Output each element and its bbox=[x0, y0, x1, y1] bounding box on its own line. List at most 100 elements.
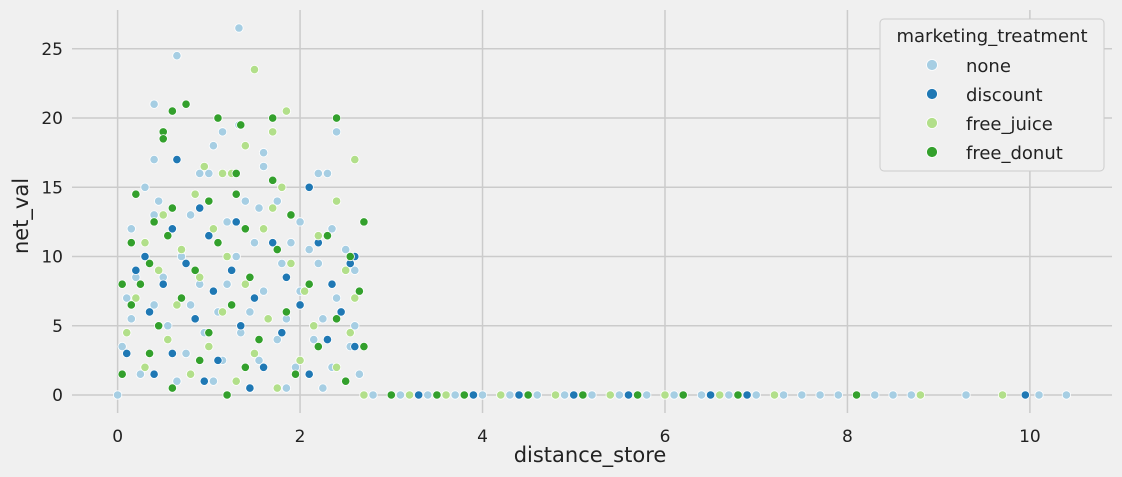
data-point-none bbox=[505, 390, 515, 400]
data-point-none bbox=[587, 390, 597, 400]
data-point-none bbox=[234, 23, 244, 33]
data-point-none bbox=[906, 390, 916, 400]
data-point-discount bbox=[167, 224, 177, 234]
data-point-free-juice bbox=[240, 141, 250, 151]
data-point-free-juice bbox=[341, 265, 351, 275]
data-point-none bbox=[477, 390, 488, 400]
data-point-discount bbox=[131, 265, 141, 275]
data-point-none bbox=[204, 168, 214, 179]
data-point-free-donut bbox=[523, 390, 533, 400]
data-point-free-donut bbox=[222, 390, 232, 400]
data-point-none bbox=[140, 182, 150, 192]
data-point-none bbox=[249, 238, 260, 248]
data-point-none bbox=[669, 390, 679, 400]
data-point-discount bbox=[258, 362, 269, 372]
data-point-free-donut bbox=[167, 203, 177, 213]
data-point-discount bbox=[569, 390, 579, 400]
data-point-none bbox=[318, 383, 328, 393]
data-point-free-donut bbox=[240, 224, 250, 234]
data-point-free-donut bbox=[181, 99, 191, 109]
data-point-free-donut bbox=[578, 390, 588, 400]
data-point-none bbox=[163, 321, 173, 331]
data-point-free-donut bbox=[386, 390, 396, 400]
data-point-free-juice bbox=[199, 161, 209, 172]
data-point-free-donut bbox=[227, 300, 237, 310]
data-point-discount bbox=[336, 307, 346, 317]
data-point-none bbox=[313, 168, 323, 179]
data-point-free-donut bbox=[733, 390, 743, 400]
data-point-none bbox=[450, 390, 460, 400]
data-point-discount bbox=[268, 238, 278, 248]
x-tick-label: 2 bbox=[295, 427, 306, 447]
data-point-none bbox=[195, 168, 205, 179]
data-point-free-juice bbox=[997, 390, 1008, 400]
data-point-discount bbox=[277, 328, 287, 338]
data-point-none bbox=[135, 369, 146, 379]
data-point-free-donut bbox=[126, 238, 136, 248]
data-point-free-donut bbox=[304, 279, 314, 289]
data-point-free-donut bbox=[154, 321, 164, 331]
data-point-free-donut bbox=[313, 341, 323, 352]
data-point-discount bbox=[1020, 390, 1030, 400]
data-point-free-donut bbox=[195, 355, 205, 365]
data-point-none bbox=[327, 224, 337, 234]
data-point-free-juice bbox=[249, 64, 260, 75]
data-point-none bbox=[149, 99, 159, 109]
data-point-free-donut bbox=[432, 390, 442, 400]
data-point-none bbox=[208, 376, 219, 386]
data-point-free-juice bbox=[122, 328, 132, 338]
data-point-free-juice bbox=[331, 196, 342, 206]
data-point-free-juice bbox=[441, 390, 451, 400]
data-point-free-donut bbox=[290, 369, 301, 379]
data-point-free-juice bbox=[286, 258, 296, 269]
data-point-none bbox=[532, 390, 542, 400]
data-point-none bbox=[172, 51, 182, 61]
data-point-none bbox=[126, 224, 136, 234]
legend-marker bbox=[926, 59, 938, 71]
data-point-free-juice bbox=[185, 369, 196, 379]
data-point-discount bbox=[245, 383, 255, 393]
data-point-free-juice bbox=[176, 244, 187, 255]
data-point-free-donut bbox=[240, 362, 250, 372]
data-point-none bbox=[181, 348, 191, 359]
y-tick-label: 5 bbox=[52, 317, 63, 337]
data-point-free-donut bbox=[236, 120, 246, 130]
data-point-free-juice bbox=[350, 154, 360, 165]
data-point-none bbox=[313, 258, 323, 269]
data-point-none bbox=[208, 141, 219, 151]
legend-label: free_donut bbox=[966, 143, 1063, 164]
data-point-none bbox=[961, 390, 971, 400]
legend-label: discount bbox=[966, 85, 1043, 106]
data-point-free-juice bbox=[309, 321, 319, 331]
legend-marker bbox=[926, 117, 938, 129]
data-point-none bbox=[272, 335, 282, 345]
data-point-free-juice bbox=[331, 362, 342, 372]
data-point-none bbox=[277, 258, 287, 269]
data-point-discount bbox=[208, 286, 219, 296]
data-point-none bbox=[295, 217, 305, 227]
data-point-none bbox=[350, 265, 360, 275]
data-point-free-donut bbox=[268, 113, 278, 123]
data-point-none bbox=[281, 383, 291, 393]
data-point-free-juice bbox=[258, 224, 269, 234]
data-point-discount bbox=[213, 355, 223, 365]
data-point-none bbox=[696, 390, 707, 400]
data-point-discount bbox=[167, 348, 177, 359]
y-tick-label: 20 bbox=[41, 109, 63, 129]
data-point-none bbox=[185, 210, 196, 220]
y-tick-label: 25 bbox=[41, 40, 63, 60]
data-point-free-juice bbox=[550, 390, 561, 400]
data-point-discount bbox=[158, 279, 168, 289]
data-point-none bbox=[258, 286, 269, 296]
x-tick-label: 6 bbox=[660, 427, 671, 447]
data-point-none bbox=[113, 390, 123, 400]
data-point-free-juice bbox=[217, 168, 228, 179]
data-point-free-donut bbox=[144, 348, 155, 359]
data-point-none bbox=[423, 390, 433, 400]
data-point-free-juice bbox=[158, 210, 168, 220]
data-point-none bbox=[815, 390, 825, 400]
data-point-free-donut bbox=[149, 217, 159, 227]
data-point-free-juice bbox=[195, 272, 205, 282]
legend: marketing_treatment none discount free_jui… bbox=[879, 18, 1105, 172]
